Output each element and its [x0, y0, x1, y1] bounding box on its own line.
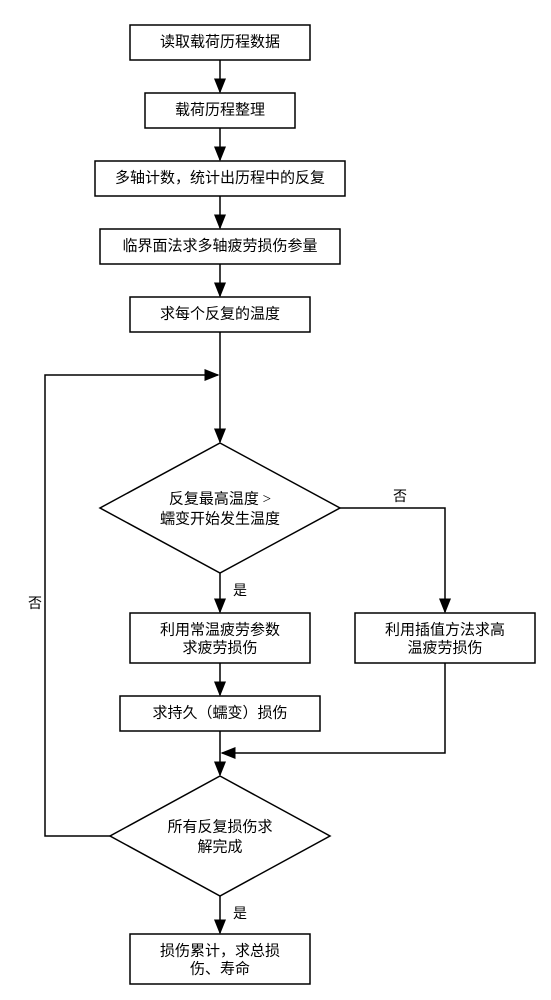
node-interp-l2: 温疲劳损伤 — [407, 639, 482, 656]
decision-done-l1: 所有反复损伤求 — [167, 817, 272, 835]
node-count: 多轴计数，统计出历程中的反复 — [115, 168, 325, 186]
node-organize: 载荷历程整理 — [175, 101, 265, 118]
label-no-1: 否 — [393, 490, 407, 505]
node-creep: 求持久（蠕变）损伤 — [152, 704, 287, 721]
node-normal-fatigue-l2: 求疲劳损伤 — [182, 639, 257, 656]
decision-temp-line1: 反复最高温度 > — [169, 489, 271, 507]
node-interp-l1: 利用插值方法求高 — [385, 621, 505, 638]
node-total-l1: 损伤累计，求总损 — [160, 942, 280, 959]
node-normal-fatigue-l1: 利用常温疲劳参数 — [160, 621, 280, 638]
decision-done-l2: 解完成 — [197, 838, 242, 855]
label-yes-2: 是 — [233, 907, 247, 922]
label-yes-1: 是 — [233, 584, 247, 599]
node-temperature: 求每个反复的温度 — [160, 304, 280, 322]
decision-temp-line2: 蠕变开始发生温度 — [160, 510, 280, 527]
node-read-data: 读取载荷历程数据 — [160, 33, 280, 50]
node-critical-plane: 临界面法求多轴疲劳损伤参量 — [122, 237, 317, 254]
label-no-2: 否 — [28, 597, 42, 612]
node-total-l2: 伤、寿命 — [190, 959, 250, 977]
